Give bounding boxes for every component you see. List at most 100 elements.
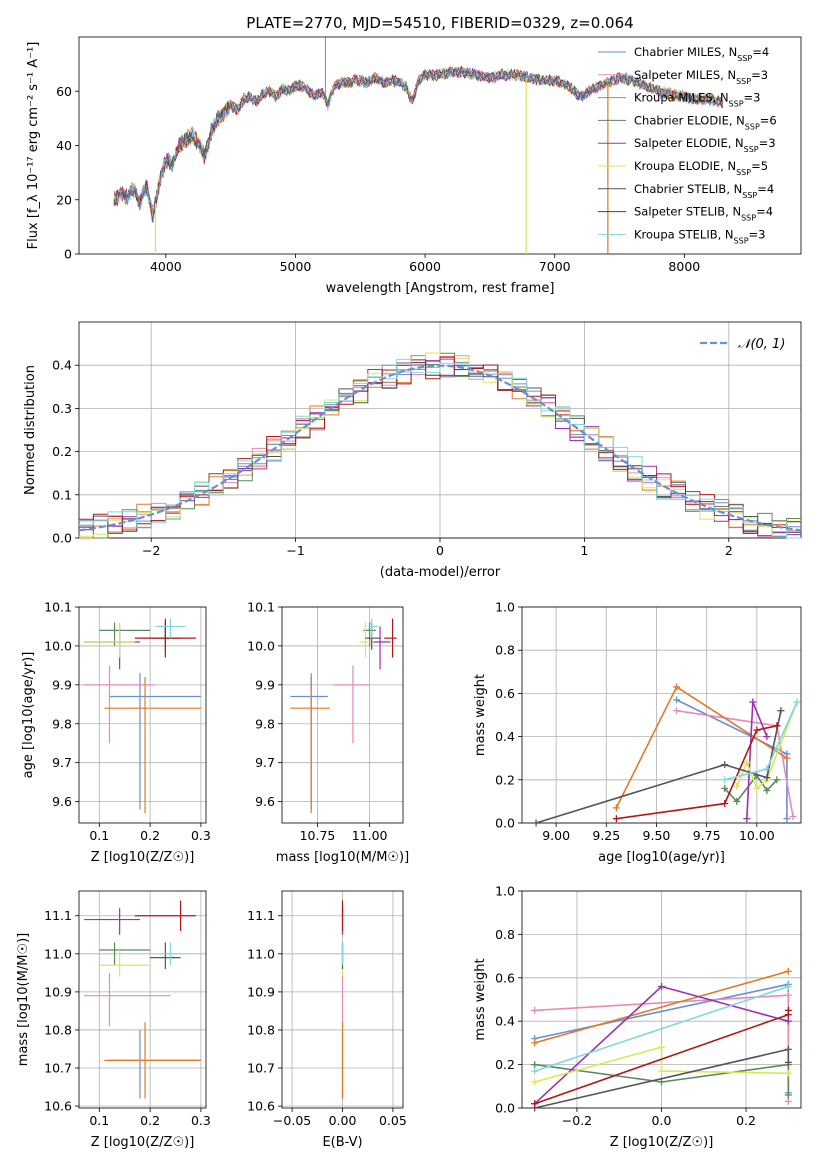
errorbar-salpeter-elodie <box>84 908 140 935</box>
y-tick-label: 11.0 <box>247 946 275 961</box>
y-axis-label: mass weight <box>473 958 488 1040</box>
errorbar-kroupa-elodie <box>84 622 135 658</box>
x-tick-label: 0.1 <box>89 1113 109 1128</box>
gridlines <box>282 606 403 823</box>
histogram-kroupa-elodie <box>79 352 801 537</box>
spectrum-chabrier-stelib <box>113 65 724 224</box>
y-tick-label: 10.0 <box>44 638 72 653</box>
y-tick-label: 9.9 <box>255 677 275 692</box>
gridlines <box>79 891 206 1108</box>
axes-frame <box>78 606 207 824</box>
y-tick-label: 10.1 <box>247 600 275 615</box>
y-tick-label: 0.3 <box>52 401 72 416</box>
errorbar-salpeter-miles <box>334 665 370 744</box>
spectrum-kroupa-stelib <box>113 67 724 217</box>
y-tick-label: 40 <box>56 138 72 153</box>
series-kroupa-miles <box>612 683 791 812</box>
spectrum-kroupa-miles <box>113 66 724 221</box>
y-tick-label: 10.8 <box>44 1022 72 1037</box>
spectrum-chabrier-miles <box>113 66 724 221</box>
errorbar-kroupa-miles <box>104 677 201 814</box>
legend-label-chabrier-elodie: Chabrier ELODIE, NSSP=6 <box>634 113 777 130</box>
y-tick-label: 10.0 <box>247 638 275 653</box>
errorbar-kroupa-miles <box>290 677 330 814</box>
series-line <box>616 725 778 820</box>
errorbar-salpeter-miles <box>84 665 156 744</box>
x-axis-label: E(B-V) <box>322 1135 362 1150</box>
y-tick-label: 60 <box>56 84 72 99</box>
spectrum-kroupa-elodie <box>113 66 724 217</box>
x-tick-label: 10.75 <box>300 828 336 843</box>
x-tick-label: 4000 <box>150 259 182 274</box>
y-tick-label: 10.7 <box>44 1061 72 1076</box>
x-tick-label: −0.05 <box>273 1113 311 1128</box>
gridlines <box>522 890 801 1109</box>
series-chabrier-stelib <box>532 707 785 827</box>
x-tick-label: 0.00 <box>329 1113 357 1128</box>
errorbar-salpeter-stelib <box>134 618 196 658</box>
legend-label-salpeter-miles: Salpeter MILES, NSSP=3 <box>634 68 768 86</box>
errorbar-chabrier-miles <box>109 1029 201 1099</box>
x-tick-label: 1 <box>580 543 588 558</box>
panel-7: −0.05 0.00 0.05 10.6 10.7 10.8 10.9 11.0 11.1 E(B… <box>247 890 407 1150</box>
series-chabrier-elodie <box>721 771 781 805</box>
errorbar-chabrier-miles <box>290 673 328 810</box>
y-tick-label: 10.7 <box>247 1061 275 1076</box>
legend-label-salpeter-elodie: Salpeter ELODIE, NSSP=3 <box>634 136 776 154</box>
errorbar-kroupa-stelib <box>367 618 378 639</box>
x-axis-label: (data-model)/error <box>380 565 501 580</box>
y-tick-label: 0.0 <box>495 1101 515 1116</box>
x-tick-label: 0.3 <box>191 1113 211 1128</box>
legend-label-kroupa-stelib: Kroupa STELIB, NSSP=3 <box>634 227 765 245</box>
series-line <box>534 985 789 1072</box>
y-tick-label: 0.4 <box>495 729 515 744</box>
spectrum-salpeter-stelib <box>113 67 723 219</box>
panel-4: 10.75 11.00 9.6 9.7 9.8 9.9 10.0 10.1 mass [log1… <box>247 600 409 866</box>
errorbar-kroupa-miles <box>104 1022 201 1099</box>
errorbar-kroupa-stelib <box>155 618 186 639</box>
x-tick-label: −2 <box>142 543 160 558</box>
y-tick-label: 9.8 <box>255 716 275 731</box>
x-axis-label: mass [log10(M/M☉)] <box>276 850 409 865</box>
x-tick-label: 0 <box>436 543 444 558</box>
x-tick-label: 7000 <box>539 259 571 274</box>
y-tick-label: 9.7 <box>52 755 72 770</box>
y-tick-label: 1.0 <box>495 600 515 615</box>
y-tick-label: 9.7 <box>255 755 275 770</box>
y-tick-label: 0.6 <box>495 970 515 985</box>
gaussian-curve <box>78 364 802 532</box>
y-tick-label: 0.8 <box>495 643 515 658</box>
x-tick-label: 6000 <box>409 259 441 274</box>
series-kroupa-miles <box>531 967 792 1047</box>
y-tick-label: 0.4 <box>495 1014 515 1029</box>
y-tick-label: 11.1 <box>247 908 275 923</box>
y-tick-label: 10.8 <box>247 1022 275 1037</box>
y-tick-label: 0.2 <box>495 1057 515 1072</box>
series-line <box>534 1063 790 1095</box>
spectrum-salpeter-elodie <box>113 66 724 212</box>
y-axis-label: age [log10(age/yr)] <box>21 652 36 779</box>
y-tick-label: 0.8 <box>495 927 515 942</box>
legend-label-salpeter-stelib: Salpeter STELIB, NSSP=4 <box>634 205 773 223</box>
x-axis-label: age [log10(age/yr)] <box>598 850 725 865</box>
spectrum-salpeter-miles <box>113 66 724 223</box>
errorbar-chabrier-stelib <box>150 942 181 970</box>
y-axis-label: mass [log10(M/M☉)] <box>16 933 31 1066</box>
panel-2: −2 −1 0 1 2 0.0 0.1 0.2 0.3 0.4 (data-model)/error… <box>23 321 802 580</box>
series-salpeter-stelib <box>612 722 781 823</box>
x-tick-label: −0.2 <box>562 1113 592 1128</box>
y-tick-label: 0.2 <box>52 444 72 459</box>
x-tick-label: 0.2 <box>736 1113 756 1128</box>
x-tick-label: 0.2 <box>140 1113 160 1128</box>
errorbar-chabrier-elodie <box>99 942 151 966</box>
x-tick-label: 5000 <box>280 259 312 274</box>
panel-5: 9.00 9.25 9.50 9.75 10.00 0.0 0.2 0.4 0.6 0.8 1.0 a… <box>473 600 802 865</box>
series-chabrier-miles <box>673 696 791 823</box>
panel-1: 4000 5000 6000 7000 8000 0 20 40 60 wavelength [A… <box>26 36 802 296</box>
errorbar-chabrier-miles <box>109 673 201 810</box>
figure-title: PLATE=2770, MJD=54510, FIBERID=0329, z=0… <box>246 14 633 32</box>
series-line <box>535 710 782 824</box>
y-tick-label: 0.6 <box>495 686 515 701</box>
series-kroupa-stelib <box>531 982 792 1075</box>
